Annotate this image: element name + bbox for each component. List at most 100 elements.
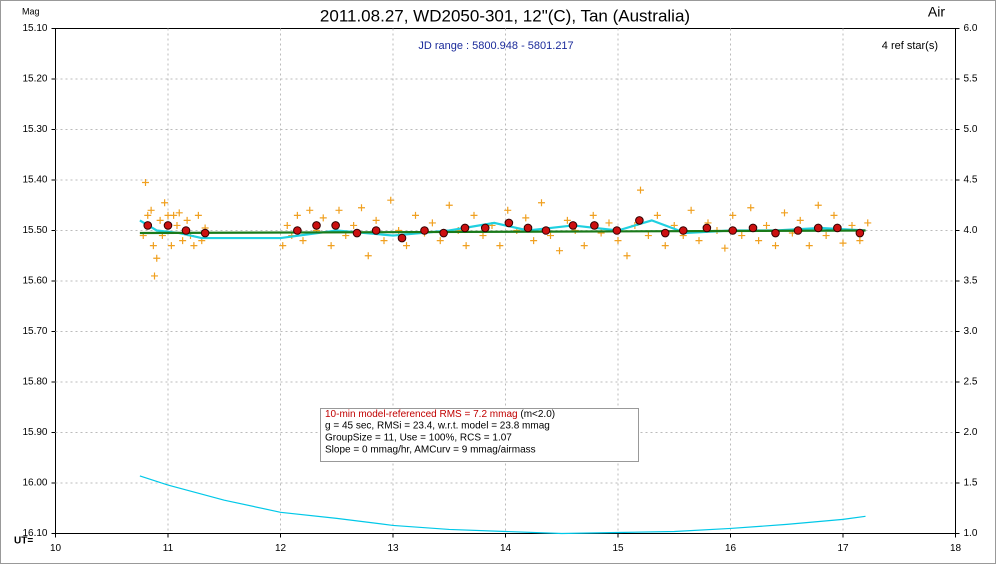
group-mean [200, 228, 210, 238]
data-point [805, 242, 813, 250]
data-point [530, 237, 538, 245]
data-point [190, 242, 198, 250]
data-point [428, 219, 436, 227]
group-mean [678, 226, 688, 235]
group-mean [523, 223, 533, 233]
group-mean [748, 223, 758, 233]
data-point [167, 242, 175, 250]
group-mean [813, 223, 823, 233]
stats-box [320, 408, 639, 462]
data-point [142, 179, 149, 187]
data-point [403, 242, 410, 250]
y2-tick-label: 4.0 [964, 225, 978, 236]
data-point [556, 247, 563, 255]
data-point [763, 221, 770, 229]
data-point [623, 252, 631, 260]
group-mean [460, 223, 470, 233]
data-point [372, 216, 380, 224]
y-tick-label: 15.10 [22, 23, 47, 34]
group-mean [793, 226, 803, 235]
data-point [279, 242, 287, 250]
data-point [445, 201, 453, 209]
data-point [175, 209, 183, 217]
data-point [183, 216, 191, 224]
x-tick-label: 17 [837, 543, 849, 554]
group-mean [352, 228, 362, 238]
x-tick-label: 13 [387, 543, 399, 554]
data-point [830, 211, 838, 219]
group-mean [371, 226, 381, 235]
stats-line: GroupSize = 11, Use = 100%, RCS = 1.07 [325, 433, 512, 444]
group-mean [293, 226, 302, 235]
stats-line: Slope = 0 mmag/hr, AMCurv = 9 mmag/airma… [325, 445, 536, 456]
data-point [380, 237, 388, 245]
data-point [293, 211, 301, 219]
y2-tick-label: 5.5 [964, 74, 978, 85]
group-mean [541, 226, 551, 235]
data-point [144, 211, 152, 219]
series-line [139, 475, 866, 535]
data-point [822, 232, 830, 240]
data-point [194, 211, 202, 219]
data-point [364, 252, 372, 260]
data-point [637, 186, 644, 194]
group-mean [331, 221, 340, 230]
y-tick-label: 15.30 [22, 124, 47, 135]
group-mean [728, 226, 738, 235]
data-point [156, 216, 164, 224]
y2-tick-label: 2.0 [964, 427, 978, 438]
data-point [151, 272, 158, 280]
y2-tick-label: 3.0 [964, 326, 978, 337]
y2-tick-label: 2.5 [964, 377, 978, 388]
group-mean [397, 233, 407, 243]
group-mean [660, 228, 670, 238]
data-point [738, 232, 746, 240]
data-point [319, 214, 327, 222]
data-point [350, 221, 358, 229]
group-mean [855, 228, 865, 238]
data-point [661, 242, 669, 250]
data-point [299, 237, 307, 245]
group-mean [439, 228, 448, 238]
jd-range: JD range : 5800.948 - 5801.217 [418, 40, 573, 52]
y-tick-label: 16.00 [22, 478, 47, 489]
group-mean [181, 226, 191, 235]
data-point [479, 232, 487, 240]
data-point [358, 204, 365, 212]
ref-stars: 4 ref star(s) [882, 40, 938, 52]
y2-tick-label: 5.0 [964, 124, 978, 135]
data-point [335, 206, 343, 214]
data-point [470, 211, 478, 219]
data-point [848, 221, 856, 229]
data-point [644, 232, 652, 240]
data-point [729, 211, 737, 219]
data-point [814, 201, 822, 209]
data-point [839, 239, 847, 247]
group-mean [635, 216, 644, 225]
x-axis-label: UT= [14, 536, 33, 547]
x-tick-label: 11 [163, 543, 174, 554]
y-tick-label: 16.10 [22, 528, 47, 539]
data-point [147, 206, 155, 214]
y-tick-label: 15.40 [22, 175, 47, 186]
data-point [283, 221, 291, 229]
data-point [462, 242, 470, 250]
y-tick-label: 15.80 [22, 377, 47, 388]
data-point [856, 237, 864, 245]
data-point [695, 237, 703, 245]
stats-line: 10-min model-referenced RMS = 7.2 mmag (… [325, 409, 555, 420]
x-tick-label: 16 [725, 543, 737, 554]
x-tick-label: 15 [612, 543, 624, 554]
data-point [781, 209, 788, 217]
data-point [387, 196, 395, 204]
data-point [614, 237, 622, 245]
data-point [496, 242, 504, 250]
group-mean [771, 228, 780, 238]
data-point [153, 254, 161, 262]
data-point [747, 204, 755, 212]
chart-title: 2011.08.27, WD2050-301, 12"(C), Tan (Aus… [320, 6, 690, 25]
group-mean [590, 221, 599, 230]
data-point [864, 219, 872, 227]
data-point [327, 242, 335, 250]
